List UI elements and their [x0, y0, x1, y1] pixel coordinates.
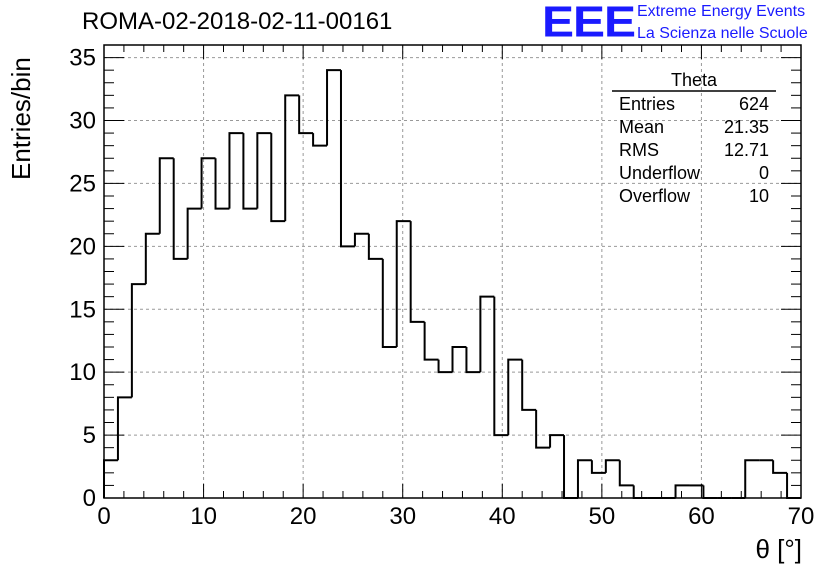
x-tick-label: 60 — [688, 503, 715, 530]
histogram-bin — [563, 435, 578, 499]
histogram-bin — [479, 295, 495, 373]
eee-logo: EEE — [542, 0, 636, 47]
y-tick-label: 30 — [69, 108, 96, 135]
logo-text-line1: Extreme Energy Events — [637, 3, 806, 20]
stats-value: 21.35 — [724, 117, 769, 137]
y-tick-label: 20 — [69, 233, 96, 260]
stats-label: Overflow — [619, 186, 691, 206]
y-tick-label: 10 — [69, 359, 96, 386]
histogram-bin — [702, 485, 718, 499]
logo-text-line2: La Scienza nelle Scuole — [637, 25, 808, 42]
histogram-bin — [395, 220, 411, 347]
y-tick-label: 0 — [83, 485, 96, 512]
stats-label: RMS — [619, 140, 659, 160]
stats-value: 12.71 — [724, 140, 769, 160]
histogram-bars — [103, 69, 801, 499]
x-tick-label: 30 — [389, 503, 416, 530]
histogram-bin — [339, 70, 355, 248]
histogram-bin — [590, 460, 606, 474]
y-tick-label: 15 — [69, 296, 96, 323]
x-tick-label: 70 — [788, 503, 815, 530]
stats-box-title: Theta — [671, 70, 718, 90]
histogram-bin — [604, 459, 620, 473]
histogram-bin — [144, 232, 160, 285]
histogram-bin — [576, 459, 592, 498]
histogram-bin — [465, 347, 481, 374]
y-tick-label: 25 — [69, 170, 96, 197]
histogram-bin — [409, 221, 425, 323]
grid-lines — [104, 45, 801, 498]
histogram-bin — [632, 485, 648, 499]
histogram-bin — [200, 157, 216, 209]
histogram-bin — [772, 460, 788, 474]
histogram-bin — [674, 484, 690, 498]
histogram-bin — [507, 358, 523, 436]
histogram-bin — [353, 232, 369, 247]
chart-title: ROMA-02-2018-02-11-00161 — [82, 8, 393, 35]
histogram-bin — [284, 94, 300, 222]
histogram-bin — [535, 409, 551, 449]
histogram-bin — [312, 133, 328, 147]
stats-value: 624 — [739, 94, 769, 114]
histogram-bin — [423, 321, 439, 361]
histogram-bin — [103, 459, 118, 498]
stats-label: Underflow — [619, 163, 701, 183]
histogram-bin — [549, 434, 565, 448]
stats-label: Entries — [619, 94, 675, 114]
y-tick-label: 5 — [83, 422, 96, 449]
histogram-bin — [744, 459, 760, 498]
x-axis-label: θ [°] — [755, 534, 802, 564]
axis-ticks: 0 10 20 30 40 50 60 70 0 5 10 15 20 25 30 35 — [69, 44, 815, 530]
plot-frame — [103, 44, 802, 499]
stats-value: 0 — [759, 163, 769, 183]
histogram-bin — [158, 157, 174, 234]
y-tick-label: 35 — [69, 45, 96, 72]
histogram-bin — [116, 396, 132, 461]
histogram-bin — [172, 158, 188, 260]
x-tick-label: 20 — [290, 503, 317, 530]
x-tick-label: 10 — [190, 503, 217, 530]
stats-value: 10 — [749, 186, 769, 206]
histogram-bin — [186, 207, 202, 259]
histogram-bin — [298, 95, 314, 135]
histogram-bin — [214, 158, 230, 210]
stats-box: Theta Entries 624 Mean 21.35 RMS 12.71 Underflo… — [612, 70, 776, 206]
histogram-bin — [326, 69, 341, 146]
histogram-bin — [256, 132, 272, 209]
histogram-bin — [521, 359, 537, 411]
histogram-bin — [130, 283, 146, 398]
histogram-bin — [367, 233, 383, 260]
histogram-bin — [381, 258, 397, 348]
stats-label: Mean — [619, 117, 664, 137]
x-tick-label: 40 — [489, 503, 516, 530]
histogram-bin — [437, 359, 453, 374]
histogram-bin — [242, 133, 258, 210]
plot-frame-rect — [103, 44, 802, 499]
histogram-bin — [228, 132, 244, 209]
histogram-bin — [451, 346, 467, 373]
histogram-bin — [270, 133, 286, 223]
histogram-bin — [618, 460, 634, 487]
histogram-bin — [493, 296, 509, 437]
x-tick-label: 50 — [589, 503, 616, 530]
x-tick-label: 0 — [97, 503, 110, 530]
